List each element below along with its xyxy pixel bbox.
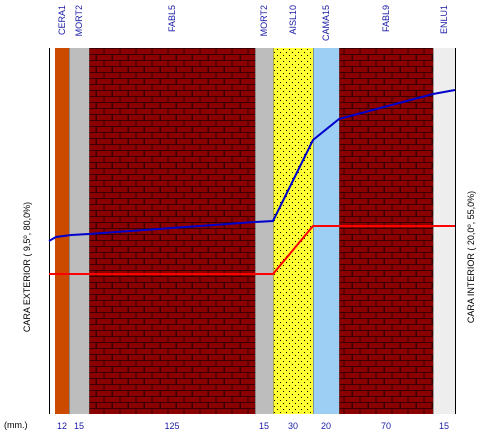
wall-layers — [55, 48, 455, 414]
temperature-profile-line — [48, 89, 456, 242]
layer-fabl9-6 — [339, 48, 433, 414]
layer-name-label: AISL10 — [288, 5, 298, 35]
layer-fabl5-2 — [89, 48, 255, 414]
layer-thickness-label: 15 — [259, 421, 269, 431]
layer-thickness-label: 125 — [164, 421, 179, 431]
layer-thickness-label: 20 — [321, 421, 331, 431]
layer-name-label: CAMA15 — [321, 5, 331, 41]
vapor-profile-line — [49, 225, 455, 275]
layer-name-label: MORT2 — [259, 5, 269, 36]
right-side-label: CARA INTERIOR ( 20,0º, 55,0%) — [466, 191, 476, 323]
units-label: (mm.) — [4, 420, 28, 430]
layer-thickness-label: 12 — [57, 421, 67, 431]
layer-name-label: CERA1 — [57, 5, 67, 35]
layer-thickness-label: 30 — [288, 421, 298, 431]
layer-name-labels: CERA1 MORT2 FABL5 MORT2 AISL10 CAMA15 FABL9 ENL… — [57, 5, 449, 41]
layer-cama15-5 — [313, 48, 339, 414]
layer-enlu1-7 — [433, 48, 455, 414]
layer-mort2-1 — [69, 48, 89, 414]
layer-aisl10-4 — [273, 48, 313, 414]
layer-thickness-labels: 12 15 125 15 30 20 70 15 — [57, 421, 449, 431]
layer-name-label: FABL9 — [381, 5, 391, 32]
layer-name-label: ENLU1 — [439, 5, 449, 34]
left-side-label: CARA EXTERIOR ( 9,5º, 80,0%) — [22, 202, 32, 332]
layer-mort2-3 — [255, 48, 273, 414]
layer-cera1-0 — [55, 48, 69, 414]
layer-name-label: MORT2 — [74, 5, 84, 36]
layer-thickness-label: 70 — [381, 421, 391, 431]
layer-thickness-label: 15 — [439, 421, 449, 431]
layer-name-label: FABL5 — [167, 5, 177, 32]
layer-thickness-label: 15 — [74, 421, 84, 431]
